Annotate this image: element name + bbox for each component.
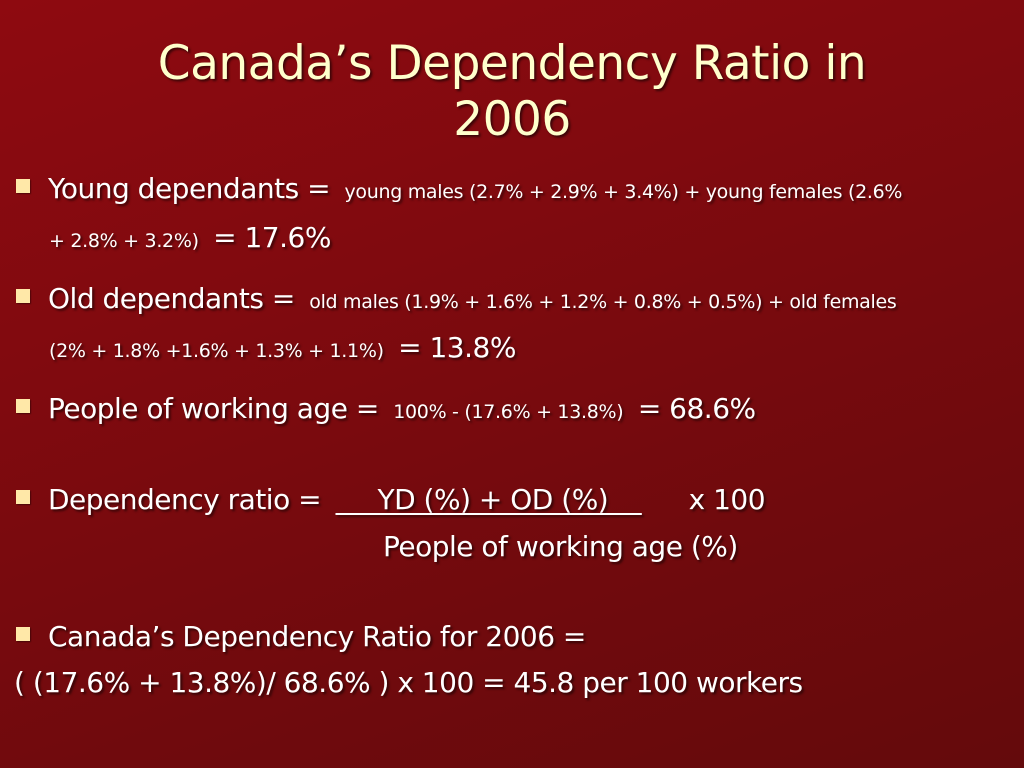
bullet-working-age: People of working age = 100% - (17.6% + … xyxy=(16,392,756,425)
bullet-label: Canada’s Dependency Ratio for 2006 = xyxy=(48,620,586,653)
bullet-result: = 68.6% xyxy=(637,392,756,425)
bullet-result: = 17.6% xyxy=(213,221,331,254)
bullet-old-continuation: (2% + 1.8% +1.6% + 1.3% + 1.1%) = 13.8% xyxy=(49,331,516,364)
title-line-2: 2006 xyxy=(453,92,571,147)
formula-denominator: People of working age (%) xyxy=(383,530,738,563)
formula-denominator-line: People of working age (%) xyxy=(383,530,738,563)
formula-numerator: YD (%) + OD (%) xyxy=(335,483,642,516)
bullet-young-dependants: Young dependants = young males (2.7% + 2… xyxy=(16,172,902,205)
square-bullet-icon xyxy=(16,179,30,193)
slide-title: Canada’s Dependency Ratio in 2006 xyxy=(40,36,984,148)
final-calculation: ( (17.6% + 13.8%)/ 68.6% ) x 100 = 45.8 … xyxy=(14,666,803,699)
bullet-label: Young dependants = xyxy=(48,172,331,205)
bullet-detail: young males (2.7% + 2.9% + 3.4%) + young… xyxy=(344,181,903,203)
bullet-label: Dependency ratio = xyxy=(48,483,322,516)
title-line-1: Canada’s Dependency Ratio in xyxy=(157,36,867,91)
bullet-label: People of working age = xyxy=(48,392,379,425)
square-bullet-icon xyxy=(16,399,30,413)
bullet-result: = 13.8% xyxy=(398,331,516,364)
square-bullet-icon xyxy=(16,289,30,303)
bullet-young-continuation: + 2.8% + 3.2%) = 17.6% xyxy=(49,221,331,254)
square-bullet-icon xyxy=(16,490,30,504)
bullet-detail: old males (1.9% + 1.6% + 1.2% + 0.8% + 0… xyxy=(309,291,897,313)
bullet-dependency-ratio: Dependency ratio = YD (%) + OD (%) x 100 xyxy=(16,483,766,516)
bullet-label: Old dependants = xyxy=(48,282,295,315)
bullet-old-dependants: Old dependants = old males (1.9% + 1.6% … xyxy=(16,282,897,315)
bullet-detail-cont: (2% + 1.8% +1.6% + 1.3% + 1.1%) xyxy=(49,340,384,362)
bullet-detail: 100% - (17.6% + 13.8%) xyxy=(393,401,624,423)
bullet-detail-cont: + 2.8% + 3.2%) xyxy=(49,230,199,252)
square-bullet-icon xyxy=(16,627,30,641)
final-calculation-line: ( (17.6% + 13.8%)/ 68.6% ) x 100 = 45.8 … xyxy=(14,666,803,699)
bullet-canada-ratio: Canada’s Dependency Ratio for 2006 = xyxy=(16,620,586,653)
formula-multiplier: x 100 xyxy=(688,483,766,516)
